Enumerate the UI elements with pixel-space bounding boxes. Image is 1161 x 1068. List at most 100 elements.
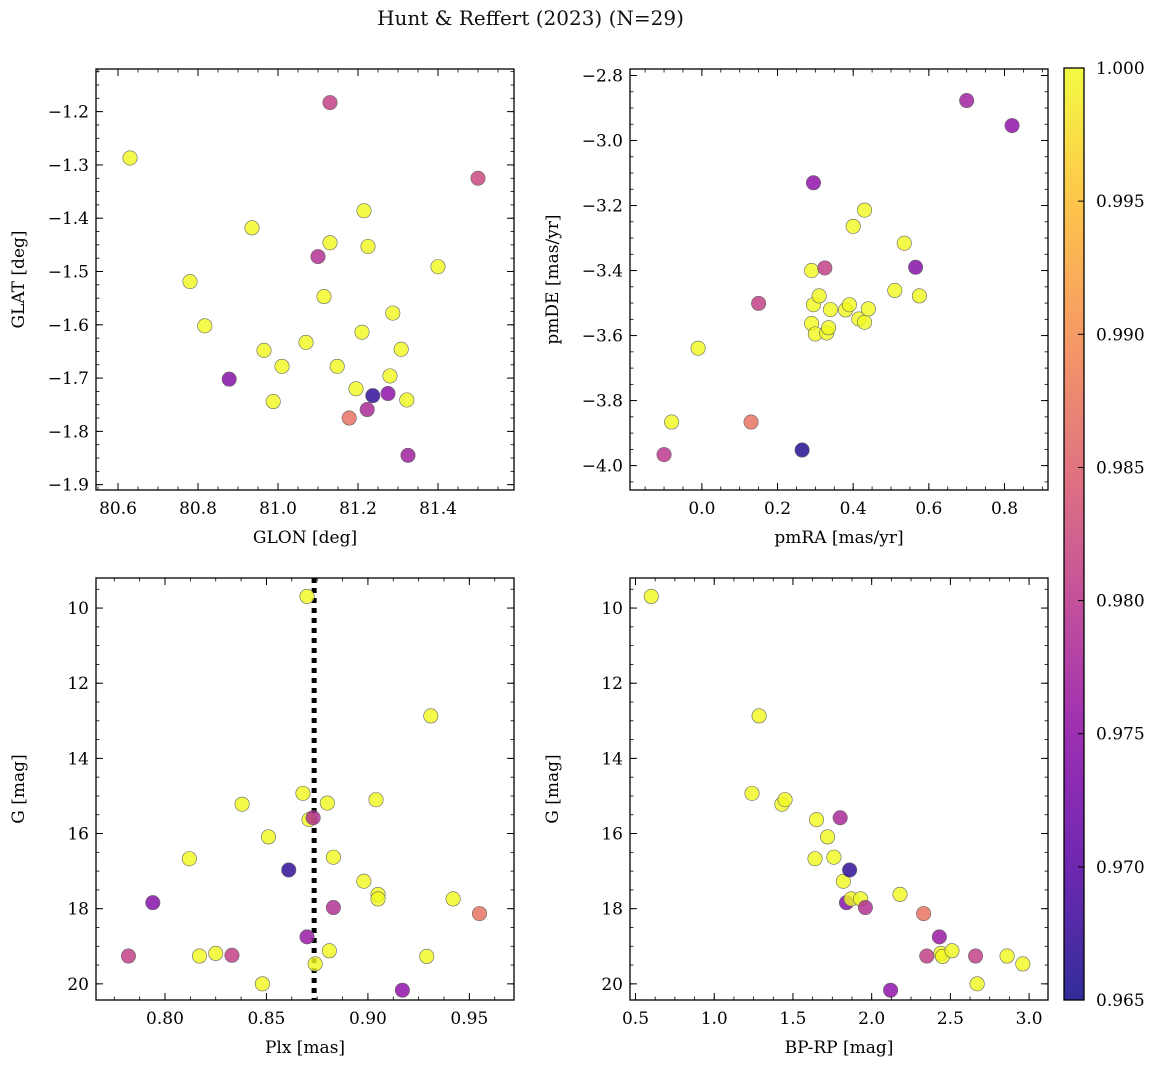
x-tick-label: 81.4 [419,499,457,519]
data-point [385,305,401,321]
data-point [305,810,321,826]
colorbar-tick-label: 0.975 [1096,725,1145,745]
data-point [348,381,364,397]
data-point [887,282,903,298]
y-tick-label: 16 [67,825,89,845]
colorbar-tick-label: 0.965 [1096,991,1145,1011]
y-axis-label: G [mag] [9,754,29,823]
x-tick-label: 1.5 [779,1009,806,1029]
y-tick-label: −3.6 [582,327,623,347]
data-point [857,314,873,330]
data-point [145,895,161,911]
data-point [368,792,384,808]
axes-frame [629,68,1049,491]
panel-4: 0.5 1.0 1.5 2.0 2.5 3.0 10 12 14 16 18 20 BP-RP [mag… [543,577,1049,1058]
colorbar-tick-label: 0.985 [1096,458,1145,478]
data-point [931,929,947,945]
data-point [445,891,461,907]
y-tick-label: 20 [601,975,623,995]
x-tick-label: 81.2 [339,499,377,519]
data-point [299,588,315,604]
data-point [181,851,197,867]
data-point [399,392,415,408]
data-point [842,862,858,878]
data-point [744,785,760,801]
data-point [919,948,935,964]
data-point [356,873,372,889]
colorbar-tick-label: 0.980 [1096,592,1145,612]
y-tick-label: 12 [601,674,623,694]
data-point [896,235,912,251]
y-tick-label: 14 [601,749,623,769]
data-point [260,829,276,845]
data-point [820,829,836,845]
x-tick-label: 0.0 [688,499,715,519]
data-point [307,956,323,972]
data-point [807,851,823,867]
y-tick-label: −4.0 [582,457,623,477]
y-tick-label: −1.5 [48,263,89,283]
data-point [380,386,396,402]
data-point [316,289,332,305]
y-tick-label: 12 [67,674,89,694]
y-tick-label: 10 [601,599,623,619]
data-point [298,334,314,350]
data-point [299,929,315,945]
data-point [265,394,281,410]
x-tick-label: 0.6 [915,499,942,519]
y-tick-label: −2.8 [582,67,623,87]
data-point [321,943,337,959]
data-point [656,447,672,463]
x-tick-label: 0.8 [991,499,1018,519]
x-tick-label: 80.8 [179,499,217,519]
data-point [857,202,873,218]
y-tick-label: 10 [67,599,89,619]
y-axis-label: GLAT [deg] [9,230,29,328]
data-point [690,340,706,356]
x-tick-label: 0.80 [146,1009,184,1029]
data-point [959,93,975,109]
data-point [832,810,848,826]
data-point [254,976,270,992]
data-point [811,288,827,304]
data-point [999,948,1015,964]
data-point [916,906,932,922]
data-point [751,295,767,311]
data-point [751,708,767,724]
colorbar-tick-label: 0.990 [1096,325,1145,345]
y-tick-label: −3.0 [582,132,623,152]
data-point [804,263,820,279]
points [643,588,1031,998]
x-axis-label: Plx [mas] [265,1038,345,1058]
data-point [224,947,240,963]
data-point [197,318,213,334]
data-point [341,410,357,426]
x-tick-label: 0.2 [764,499,791,519]
data-point [122,150,138,166]
y-tick-label: −3.8 [582,392,623,412]
data-point [845,218,861,234]
y-tick-label: −3.4 [582,262,623,282]
data-point [470,170,486,186]
x-tick-label: 0.5 [622,1009,649,1029]
data-point [423,708,439,724]
points [120,588,488,998]
data-point [322,235,338,251]
data-point [120,948,136,964]
data-point [908,259,924,275]
data-point [892,886,908,902]
colorbar-gradient [1063,67,1085,1001]
data-point [274,358,290,374]
y-tick-label: −1.2 [48,103,89,123]
y-axis-label: pmDE [mas/yr] [543,214,563,344]
data-point [382,368,398,384]
data-point [393,341,409,357]
data-point [809,812,825,828]
x-tick-label: 81.0 [259,499,297,519]
data-point [857,900,873,916]
x-tick-label: 2.5 [937,1009,964,1029]
data-point [360,238,376,254]
data-point [244,220,260,236]
x-tick-label: 3.0 [1016,1009,1043,1029]
